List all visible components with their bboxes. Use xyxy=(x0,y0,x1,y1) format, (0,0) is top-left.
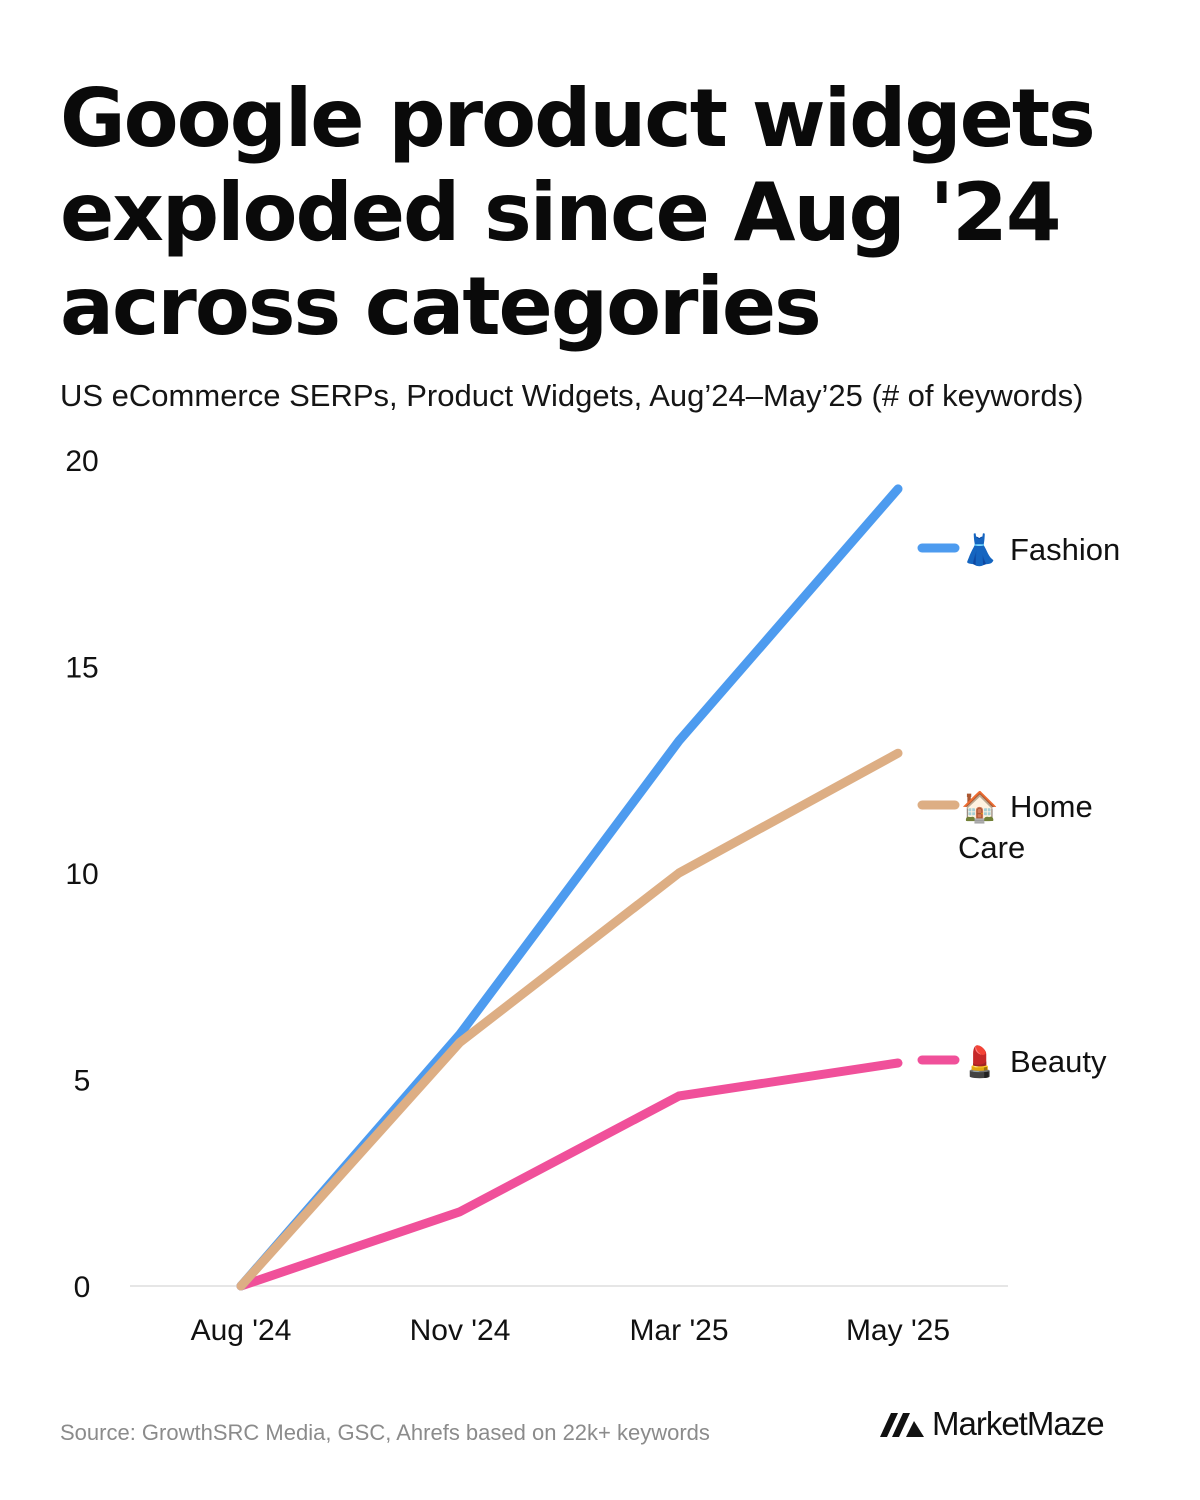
x-tick-label: Nov '24 xyxy=(410,1314,511,1347)
brand-name: MarketMaze xyxy=(932,1405,1105,1442)
dress-icon: 👗 xyxy=(961,532,998,567)
y-tick-label: 5 xyxy=(74,1065,91,1098)
series-line-fashion xyxy=(236,484,903,1291)
chart-subtitle: US eCommerce SERPs, Product Widgets, Aug… xyxy=(60,378,1084,413)
y-tick-label: 15 xyxy=(65,652,98,685)
source-note: Source: GrowthSRC Media, GSC, Ahrefs bas… xyxy=(60,1420,710,1445)
legend-label-home_care-line2: Care xyxy=(958,830,1025,865)
legend-label-beauty: Beauty xyxy=(1010,1044,1107,1079)
x-tick-label: May '25 xyxy=(846,1314,950,1347)
series-line-home_care xyxy=(236,748,903,1291)
y-tick-label: 0 xyxy=(74,1271,91,1304)
x-tick-label: Mar '25 xyxy=(629,1314,728,1347)
brand-logo: MarketMaze xyxy=(880,1402,1105,1446)
y-tick-label: 20 xyxy=(65,445,98,478)
x-tick-label: Aug '24 xyxy=(191,1314,292,1347)
legend-label-fashion: Fashion xyxy=(1010,532,1120,567)
chart-title: Google product widgets exploded since Au… xyxy=(60,72,1096,353)
y-tick-label: 10 xyxy=(65,858,98,891)
house-icon: 🏠 xyxy=(961,790,998,824)
legend-label-home_care: Home xyxy=(1010,789,1093,824)
lipstick-icon: 💄 xyxy=(961,1043,998,1079)
marketmaze-logo-icon xyxy=(880,1413,924,1437)
series-line-beauty xyxy=(236,1058,903,1291)
